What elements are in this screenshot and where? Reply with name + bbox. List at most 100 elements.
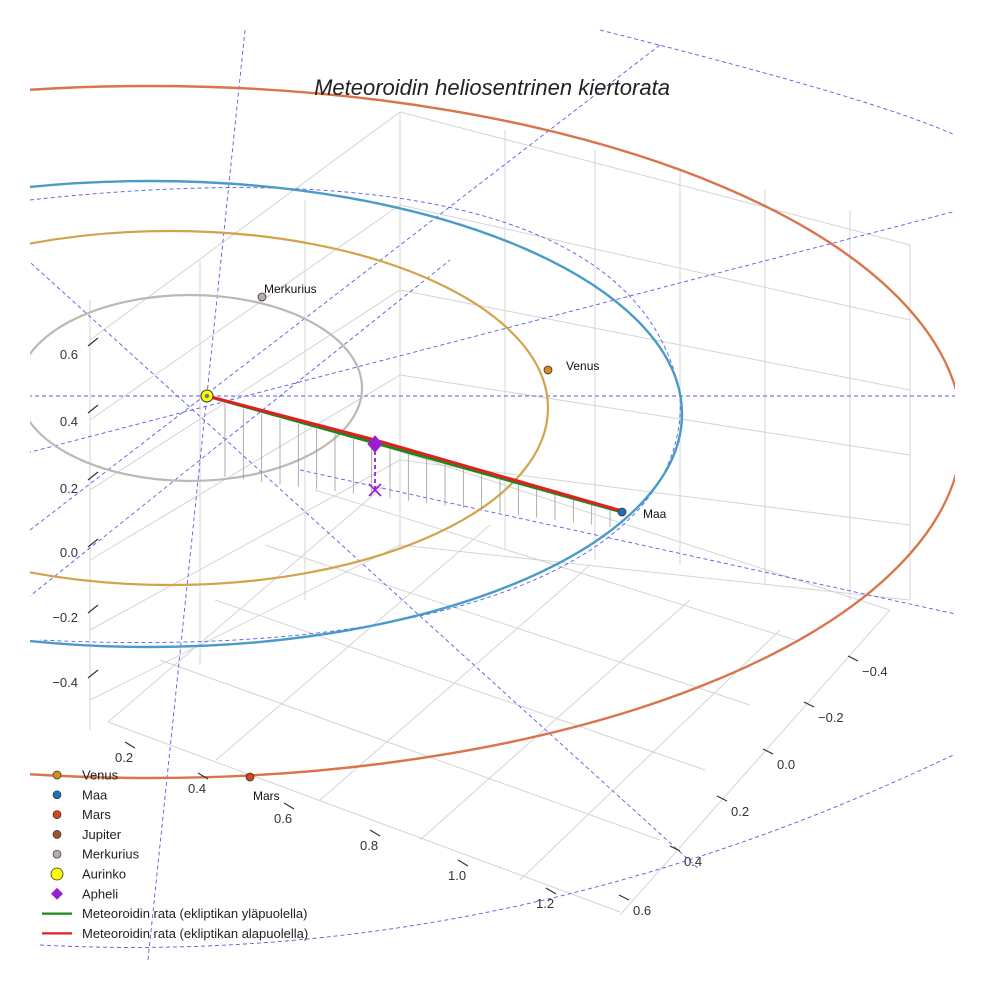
- wall-grid-line: [399, 544, 911, 601]
- x-tick-mark: [369, 829, 381, 837]
- wall-grid-line: [399, 374, 911, 456]
- orbit-mars: [30, 84, 955, 780]
- floor-grid-line: [107, 721, 621, 913]
- aphelion-projection-marker: [368, 483, 382, 497]
- z-tick-mark: [87, 471, 99, 481]
- x-tick-mark: [545, 887, 557, 895]
- y-tick-label: −0.4: [862, 664, 888, 679]
- z-tick-label: −0.2: [52, 610, 78, 625]
- x-tick-mark: [197, 772, 209, 780]
- y-tick-mark: [669, 845, 681, 852]
- floor-grid-line: [319, 564, 591, 801]
- legend-marker: [52, 810, 62, 819]
- z-tick-label: −0.4: [52, 675, 78, 690]
- planet-orbits: [30, 84, 955, 780]
- x-tick-label: 1.2: [536, 896, 554, 911]
- y-tick-label: −0.2: [818, 710, 844, 725]
- z-tick-mark: [87, 538, 99, 548]
- floor-grid-line: [214, 599, 706, 771]
- z-tick-mark: [87, 337, 99, 347]
- legend-label: Aurinko: [82, 867, 126, 882]
- legend-label: Mars: [82, 807, 111, 822]
- reference-line: [147, 29, 246, 961]
- legend-label: Meteoroidin rata (ekliptikan alapuolella…: [82, 926, 308, 941]
- x-tick-label: 0.2: [115, 750, 133, 765]
- planet-markers: Merkurius Venus Maa Mars: [200, 282, 667, 803]
- x-tick-mark: [124, 741, 136, 749]
- reference-line: [299, 469, 955, 615]
- wall-grid-line: [399, 204, 911, 321]
- y-tick-label: 0.0: [777, 757, 795, 772]
- planet-marker-venus: [543, 365, 553, 375]
- wall-grid-line: [89, 289, 401, 491]
- x-tick-label: 0.6: [274, 811, 292, 826]
- legend-label: Maa: [82, 787, 108, 802]
- planet-marker-maa: [617, 507, 627, 517]
- aphelion-marker: [367, 435, 383, 453]
- z-tick-label: 0.2: [60, 481, 78, 496]
- legend: Venus Maa Mars Jupiter Merkurius Aurinko Aphel…: [42, 768, 308, 941]
- y-tick-mark: [762, 748, 774, 755]
- floor-grid-line: [364, 439, 891, 611]
- planet-label-venus: Venus: [566, 359, 599, 373]
- legend-label: Apheli: [82, 886, 118, 901]
- legend-marker: [51, 887, 63, 900]
- legend-marker: [52, 830, 62, 839]
- floor-grid-line: [107, 484, 386, 723]
- floor-grid-line: [619, 609, 891, 916]
- x-tick-mark: [457, 859, 469, 867]
- legend-label: Merkurius: [82, 847, 140, 862]
- z-tick-mark: [87, 669, 99, 679]
- legend-label: Meteoroidin rata (ekliptikan yläpuolella…: [82, 906, 307, 921]
- z-tick-label: 0.4: [60, 414, 78, 429]
- floor-grid-line: [264, 544, 751, 706]
- axis-ticks: 0.6 0.4 0.2 0.0 −0.2 −0.4 0.2 0.4 0.6 0.8 1.0 1.2 −0…: [52, 337, 888, 918]
- y-tick-mark: [803, 701, 815, 708]
- reference-lines: [30, 29, 955, 961]
- planet-label-maa: Maa: [643, 507, 667, 521]
- reference-arc: [39, 753, 955, 948]
- floor-grid-line: [519, 629, 781, 881]
- y-tick-label: 0.2: [731, 804, 749, 819]
- legend-label: Venus: [82, 768, 119, 783]
- wall-grid-line: [399, 111, 911, 246]
- x-tick-label: 0.4: [188, 781, 206, 796]
- reference-line: [30, 261, 701, 871]
- reference-line: [30, 44, 661, 531]
- orbit-venus: [30, 229, 549, 587]
- wall-grid-line: [89, 544, 401, 701]
- floor-grid-line: [159, 659, 661, 841]
- legend-marker: [52, 770, 62, 780]
- legend-label: Jupiter: [82, 827, 122, 842]
- y-tick-mark: [716, 795, 728, 802]
- meteoroid-orbit: [206, 394, 623, 527]
- z-tick-mark: [87, 404, 99, 414]
- planet-marker-merkurius: [257, 292, 267, 302]
- chart-title: Meteoroidin heliosentrinen kiertorata: [314, 75, 670, 100]
- y-tick-mark: [618, 894, 630, 901]
- orbit-maa: [30, 179, 684, 649]
- planet-marker-mars: [245, 772, 255, 782]
- z-tick-label: 0.0: [60, 545, 78, 560]
- z-tick-label: 0.6: [60, 347, 78, 362]
- sun-center: [204, 393, 210, 399]
- wall-grid-line: [89, 459, 401, 631]
- y-tick-label: 0.6: [633, 903, 651, 918]
- x-tick-mark: [283, 802, 295, 810]
- wall-grid-line: [89, 111, 401, 341]
- reference-line: [30, 210, 955, 453]
- floor-grid-line: [419, 599, 691, 841]
- legend-marker: [50, 867, 64, 881]
- legend-marker: [52, 790, 62, 800]
- legend-marker: [52, 849, 62, 859]
- x-tick-label: 0.8: [360, 838, 378, 853]
- y-tick-mark: [847, 655, 859, 662]
- floor-grid-line: [215, 524, 491, 761]
- wall-grid-line: [89, 204, 401, 421]
- planet-label-merkurius: Merkurius: [264, 282, 317, 296]
- z-tick-mark: [87, 604, 99, 614]
- y-tick-label: 0.4: [684, 854, 702, 869]
- planet-label-mars: Mars: [253, 789, 280, 803]
- wall-grid-line: [89, 374, 401, 561]
